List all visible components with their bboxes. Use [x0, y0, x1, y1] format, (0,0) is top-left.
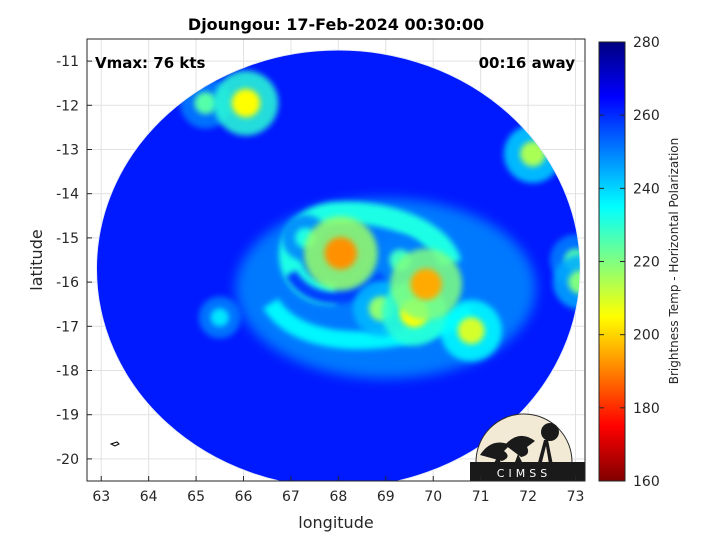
- x-axis-label: longitude: [298, 513, 373, 532]
- y-axis-label: latitude: [27, 229, 46, 290]
- convection-core: [231, 88, 261, 118]
- colorbar-tick-label: 240: [633, 181, 660, 197]
- convection-core: [194, 91, 217, 115]
- logo-tower-icon: [541, 423, 559, 441]
- x-tick-label: 69: [377, 489, 395, 505]
- y-tick-label: -16: [56, 275, 79, 291]
- vmax-annotation: Vmax: 76 kts: [95, 54, 205, 72]
- y-tick-label: -17: [56, 319, 79, 335]
- logo-dish-icon-2: [505, 435, 535, 470]
- x-tick-label: 70: [424, 489, 442, 505]
- y-tick-label: -15: [56, 231, 79, 247]
- logo-text: CIMSS: [497, 467, 551, 480]
- y-tick-labels: -11 -12 -13 -14 -15 -16 -17 -18 -19 -20: [56, 54, 79, 468]
- colorbar-tick-label: 180: [633, 401, 660, 417]
- convection-core: [457, 317, 485, 345]
- colorbar-tick-label: 220: [633, 255, 660, 271]
- swath-image: [96, 50, 581, 481]
- x-tick-label: 72: [519, 489, 537, 505]
- cimss-logo: CIMSS: [470, 413, 585, 481]
- x-tick-labels: 63 64 65 66 67 68 69 70 71 72 73: [92, 489, 584, 505]
- y-tick-label: -14: [56, 187, 79, 203]
- tick-marks: [87, 60, 577, 481]
- logo-banner: [470, 462, 585, 481]
- colorbar-tick-label: 200: [633, 328, 660, 344]
- x-tick-label: 64: [140, 489, 158, 505]
- x-tick-label: 65: [187, 489, 205, 505]
- y-tick-label: -19: [56, 408, 79, 424]
- y-tick-label: -20: [56, 452, 79, 468]
- colorbar-ticks: 160 180 200 220 240 260 280: [599, 35, 660, 490]
- x-tick-label: 71: [472, 489, 490, 505]
- y-tick-label: -12: [56, 98, 79, 114]
- plot-area: CIMSS Vmax: 76 kts 00:16 away: [86, 38, 586, 482]
- x-tick-label: 67: [282, 489, 300, 505]
- plot-border: [86, 38, 586, 482]
- colorbar-tick-label: 160: [633, 474, 660, 490]
- convection-core: [324, 237, 357, 270]
- island-outline: [109, 441, 120, 447]
- x-tick-label: 66: [235, 489, 253, 505]
- convection-core: [210, 308, 230, 327]
- y-tick-label: -18: [56, 364, 79, 380]
- colorbar-tick-label: 260: [633, 108, 660, 124]
- x-tick-label: 63: [92, 489, 110, 505]
- convection-core: [410, 268, 442, 301]
- convection-core: [568, 270, 581, 295]
- y-tick-label: -11: [56, 54, 79, 70]
- logo-dish-icon: [480, 442, 510, 470]
- colorbar-tick-label: 280: [633, 35, 660, 51]
- y-tick-label: -13: [56, 143, 79, 159]
- swath-edge: [96, 49, 581, 481]
- colorbar-label: Brightness Temp - Horizontal Polarizatio…: [667, 138, 681, 385]
- chart-title: Djoungou: 17-Feb-2024 00:30:00: [188, 15, 484, 34]
- x-tick-label: 68: [329, 489, 347, 505]
- colorbar: 160 180 200 220 240 260 280 Brightness Temp - …: [598, 35, 681, 490]
- x-tick-label: 73: [567, 489, 585, 505]
- time-away-annotation: 00:16 away: [479, 54, 576, 72]
